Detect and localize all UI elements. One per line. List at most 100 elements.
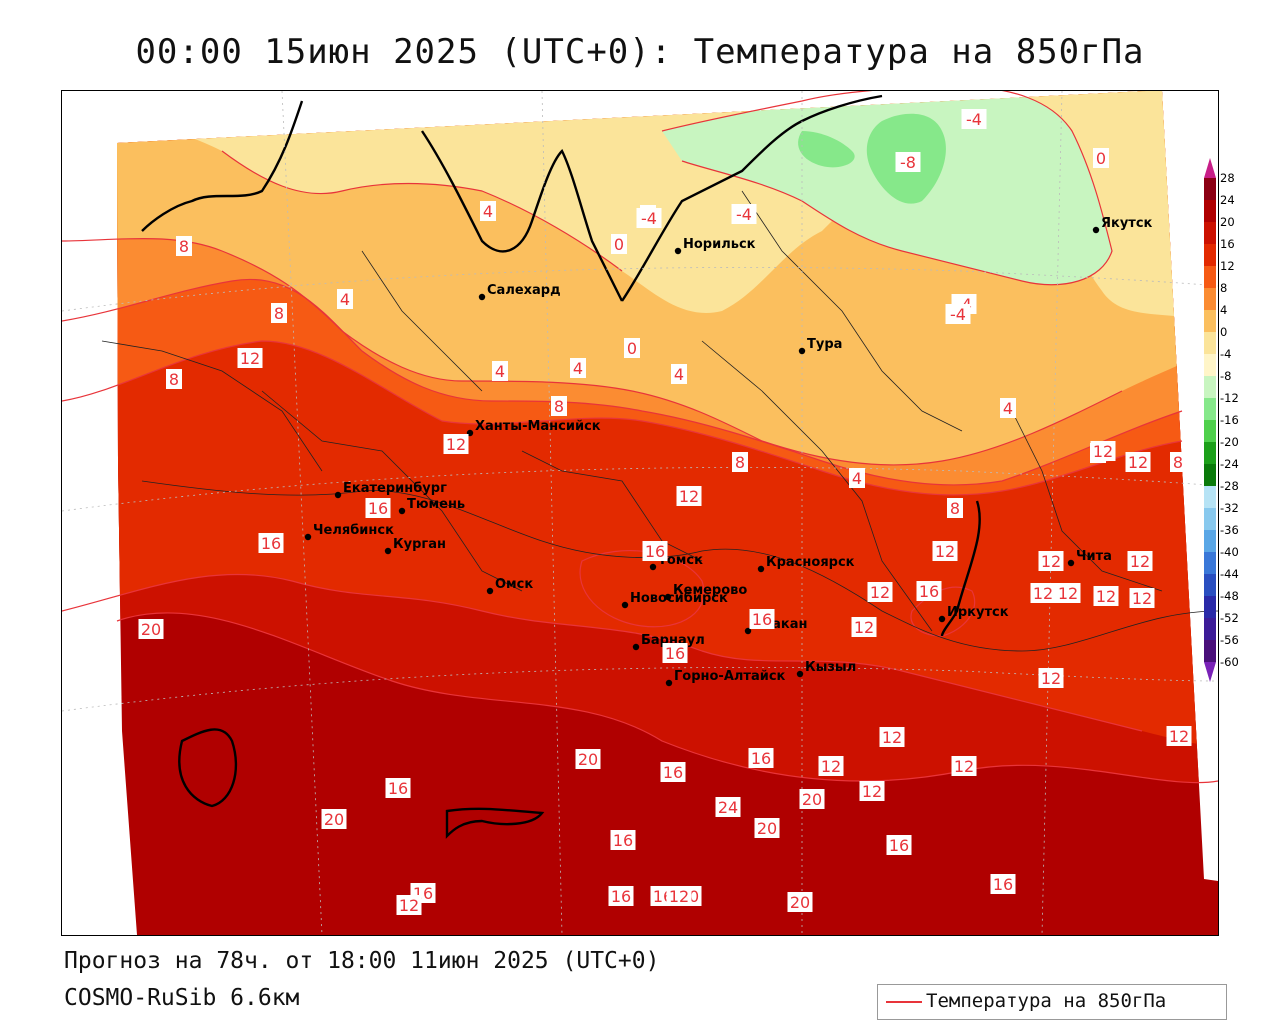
svg-text:-8: -8 xyxy=(900,153,916,172)
svg-text:12: 12 xyxy=(240,349,260,368)
svg-text:12: 12 xyxy=(1093,442,1113,461)
colorbar-segment xyxy=(1204,464,1216,486)
map-title: 00:00 15июн 2025 (UTC+0): Температура на… xyxy=(135,32,1145,72)
colorbar-segment xyxy=(1204,200,1216,222)
contour-label: 8 xyxy=(947,498,963,518)
contour-labels: -4-80-4-4408481240448-441212168812816161… xyxy=(138,109,1192,915)
colorbar-segment xyxy=(1204,596,1216,618)
colorbar-tick-label: -40 xyxy=(1220,545,1239,559)
colorbar-tick-label: 4 xyxy=(1220,303,1227,317)
contour-label: 12 xyxy=(851,617,877,637)
svg-text:-4: -4 xyxy=(966,110,982,129)
svg-text:12: 12 xyxy=(1132,589,1152,608)
contour-label: 12 xyxy=(443,434,469,454)
svg-text:12: 12 xyxy=(669,887,689,906)
colorbar-tick-label: -8 xyxy=(1220,369,1231,383)
colorbar-tick-label: -32 xyxy=(1220,501,1239,515)
city-dot xyxy=(1092,226,1100,234)
svg-text:8: 8 xyxy=(554,397,564,416)
svg-text:16: 16 xyxy=(663,763,683,782)
colorbar-tick-label: 20 xyxy=(1220,215,1235,229)
city-dot xyxy=(621,601,629,609)
city-label: Томск xyxy=(658,553,703,568)
city-label: Чита xyxy=(1076,549,1112,564)
city-label: Кемерово xyxy=(673,583,747,598)
colorbar-tick-label: -24 xyxy=(1220,457,1239,471)
svg-text:12: 12 xyxy=(399,896,419,915)
colorbar-tick-label: -12 xyxy=(1220,391,1239,405)
city-dot xyxy=(649,563,657,571)
svg-text:0: 0 xyxy=(1096,149,1106,168)
city-11: Новосибирск xyxy=(621,591,728,609)
svg-text:20: 20 xyxy=(757,819,777,838)
colorbar-segment xyxy=(1204,618,1216,640)
temperature-contours xyxy=(62,91,1218,784)
svg-text:12: 12 xyxy=(821,757,841,776)
contour-label: 12 xyxy=(237,348,263,368)
svg-text:20: 20 xyxy=(578,750,598,769)
contour-label: 12 xyxy=(879,727,905,747)
contour-label: 8 xyxy=(271,303,287,323)
city-14: Красноярск xyxy=(757,555,855,573)
contour-label: 24 xyxy=(715,797,741,817)
city-label: Якутск xyxy=(1101,216,1153,231)
svg-text:16: 16 xyxy=(611,887,631,906)
contour-label: -4 xyxy=(961,109,987,129)
colorbar-tick-label: -28 xyxy=(1220,479,1239,493)
contour-label: 20 xyxy=(787,892,813,912)
contour-label: 12 xyxy=(867,582,893,602)
colorbar: 28 24 20 16 12 8 4 0 -4 -8 -12 -16 -20 -24 -28 -32 -36 -4… xyxy=(1204,158,1239,682)
city-label: Омск xyxy=(495,577,533,592)
city-dot xyxy=(486,587,494,595)
svg-text:16: 16 xyxy=(889,836,909,855)
contour-label: 12 xyxy=(1055,583,1081,603)
contour-label: 4 xyxy=(570,358,586,378)
city-label: Красноярск xyxy=(766,555,855,570)
colorbar-segment xyxy=(1204,486,1216,508)
contour-label: 16 xyxy=(642,541,668,561)
contour-label: 20 xyxy=(138,619,164,639)
colorbar-segment xyxy=(1204,178,1216,200)
contour-label: 16 xyxy=(749,609,775,629)
city-label: Барнаул xyxy=(641,633,705,648)
contour-label: 16 xyxy=(660,762,686,782)
svg-text:4: 4 xyxy=(573,359,583,378)
colorbar-segment xyxy=(1204,376,1216,398)
contour-label: 12 xyxy=(1038,668,1064,688)
svg-text:12: 12 xyxy=(446,435,466,454)
contour-label: 4 xyxy=(480,201,496,221)
city-label: Кызыл xyxy=(805,660,856,675)
colorbar-segment xyxy=(1204,288,1216,310)
contour-label: 12 xyxy=(396,895,422,915)
colorbar-segment xyxy=(1204,266,1216,288)
legend-label: Температура на 850гПа xyxy=(926,990,1167,1012)
city-dot xyxy=(632,643,640,651)
svg-text:12: 12 xyxy=(1096,587,1116,606)
svg-text:24: 24 xyxy=(718,798,738,817)
contour-label: 16 xyxy=(662,643,688,663)
contour-label: 4 xyxy=(492,361,508,381)
contour-label: 12 xyxy=(932,541,958,561)
colorbar-tick-label: -56 xyxy=(1220,633,1239,647)
svg-text:16: 16 xyxy=(665,644,685,663)
svg-text:16: 16 xyxy=(645,542,665,561)
contour-label: 12 xyxy=(859,781,885,801)
contour-label: 20 xyxy=(575,749,601,769)
city-dot xyxy=(674,247,682,255)
colorbar-tick-label: -44 xyxy=(1220,567,1239,581)
city-dot xyxy=(796,670,804,678)
contour-label: 8 xyxy=(1170,452,1186,472)
colorbar-segment xyxy=(1204,574,1216,596)
contour-label: 16 xyxy=(990,874,1016,894)
city-markers: Якутск Норильск Салехард Тура Ханты-Мансийск… xyxy=(304,216,1153,687)
colorbar-segment xyxy=(1204,552,1216,574)
temperature-map[interactable]: Якутск Норильск Салехард Тура Ханты-Мансийск… xyxy=(61,90,1219,936)
city-label: Тура xyxy=(807,337,842,352)
svg-text:4: 4 xyxy=(483,202,493,221)
contour-label: 12 xyxy=(1038,551,1064,571)
svg-text:8: 8 xyxy=(1173,453,1183,472)
city-label: Иркутск xyxy=(947,605,1009,620)
city-dot xyxy=(398,507,406,515)
contour-label: 20 xyxy=(799,789,825,809)
city-dot xyxy=(664,593,672,601)
